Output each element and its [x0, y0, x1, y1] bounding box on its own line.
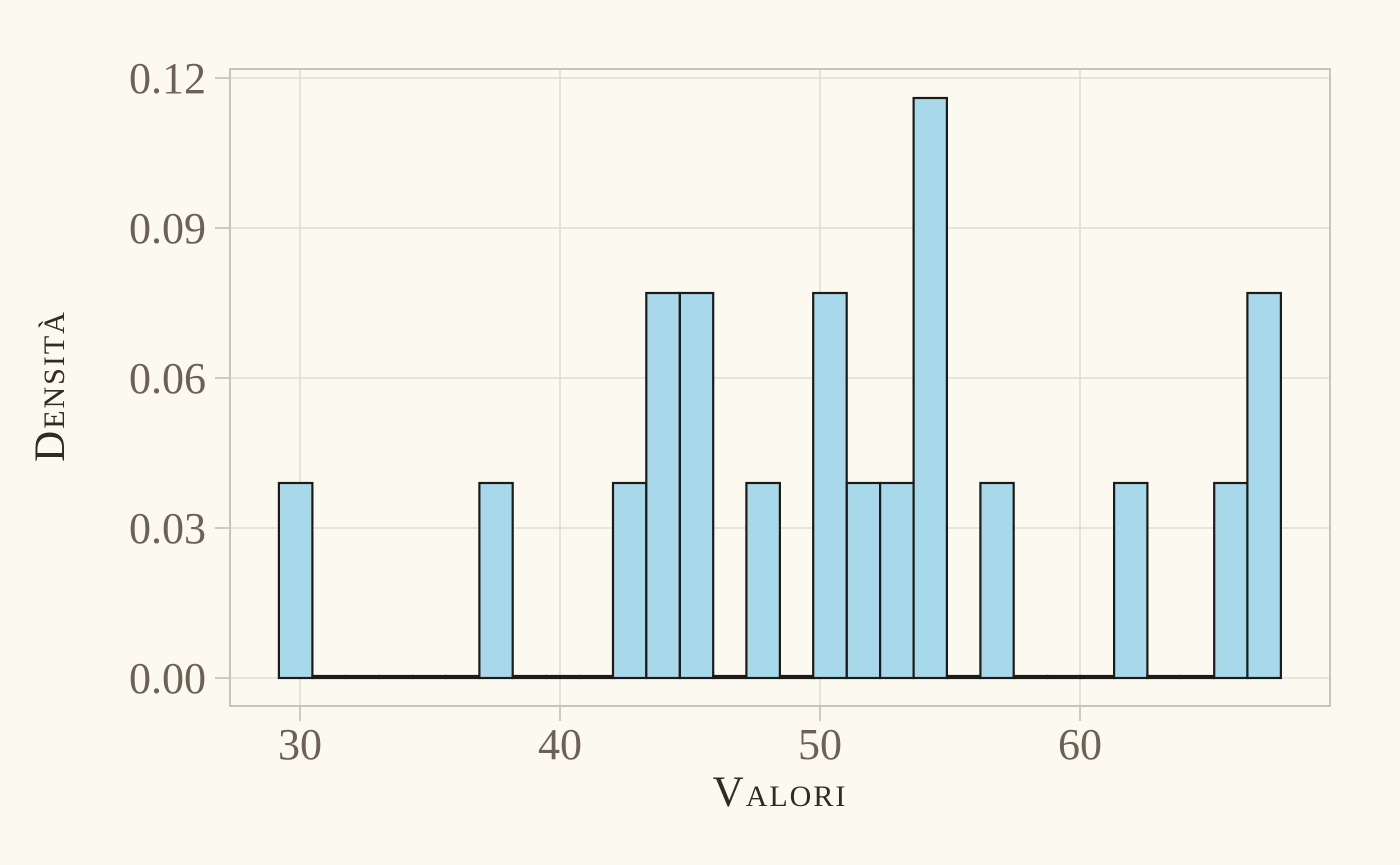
x-tick-label: 50	[798, 720, 842, 769]
histogram-bar	[812, 291, 848, 680]
empty-bin-outline	[945, 674, 982, 680]
empty-bin-outline	[1046, 674, 1082, 680]
bars-layer	[277, 96, 1283, 680]
histogram-bar	[1246, 291, 1283, 680]
histogram-bar	[745, 481, 782, 680]
histogram-bar	[1213, 481, 1249, 680]
x-tick-label: 30	[278, 720, 322, 769]
y-tick-label: 0.12	[129, 54, 206, 103]
histogram-bar	[645, 291, 681, 680]
empty-bin-outline	[411, 674, 448, 680]
histogram-bar	[277, 481, 314, 680]
tick-marks	[215, 77, 1081, 721]
empty-bin-outline	[344, 674, 381, 680]
empty-bin-outline	[578, 674, 615, 680]
empty-bin-outline	[1179, 674, 1216, 680]
empty-bin-outline	[778, 674, 815, 680]
x-tick-labels: 30 40 50 60	[278, 720, 1102, 769]
x-tick-label: 60	[1058, 720, 1102, 769]
empty-bin-outline	[511, 674, 548, 680]
histogram-bar	[912, 96, 948, 680]
x-tick-label: 40	[538, 720, 582, 769]
histogram-bar	[678, 291, 715, 680]
y-tick-label: 0.09	[129, 204, 206, 253]
x-axis-title: Valori	[713, 769, 848, 816]
panel-border	[229, 68, 1331, 707]
empty-bin-outline	[1146, 674, 1182, 680]
histogram-bar	[478, 481, 514, 680]
empty-bin-outline	[311, 674, 347, 680]
empty-bin-outline	[1079, 674, 1116, 680]
gridlines	[230, 69, 1330, 706]
empty-bin-outline	[711, 674, 748, 680]
y-tick-label: 0.00	[129, 654, 206, 703]
empty-bin-outline	[378, 674, 414, 680]
y-tick-label: 0.03	[129, 504, 206, 553]
empty-bin-outline	[444, 674, 481, 680]
histogram-bar	[878, 481, 915, 680]
histogram-bar	[845, 481, 882, 680]
y-axis-title: Densità	[27, 310, 74, 462]
histogram-bar	[979, 481, 1015, 680]
y-tick-label: 0.06	[129, 354, 206, 403]
empty-bin-outline	[545, 674, 581, 680]
empty-bin-outline	[1012, 674, 1049, 680]
histogram-bar	[1112, 481, 1149, 680]
histogram-bar	[611, 481, 648, 680]
y-tick-labels: 0.00 0.03 0.06 0.09 0.12	[129, 54, 206, 703]
